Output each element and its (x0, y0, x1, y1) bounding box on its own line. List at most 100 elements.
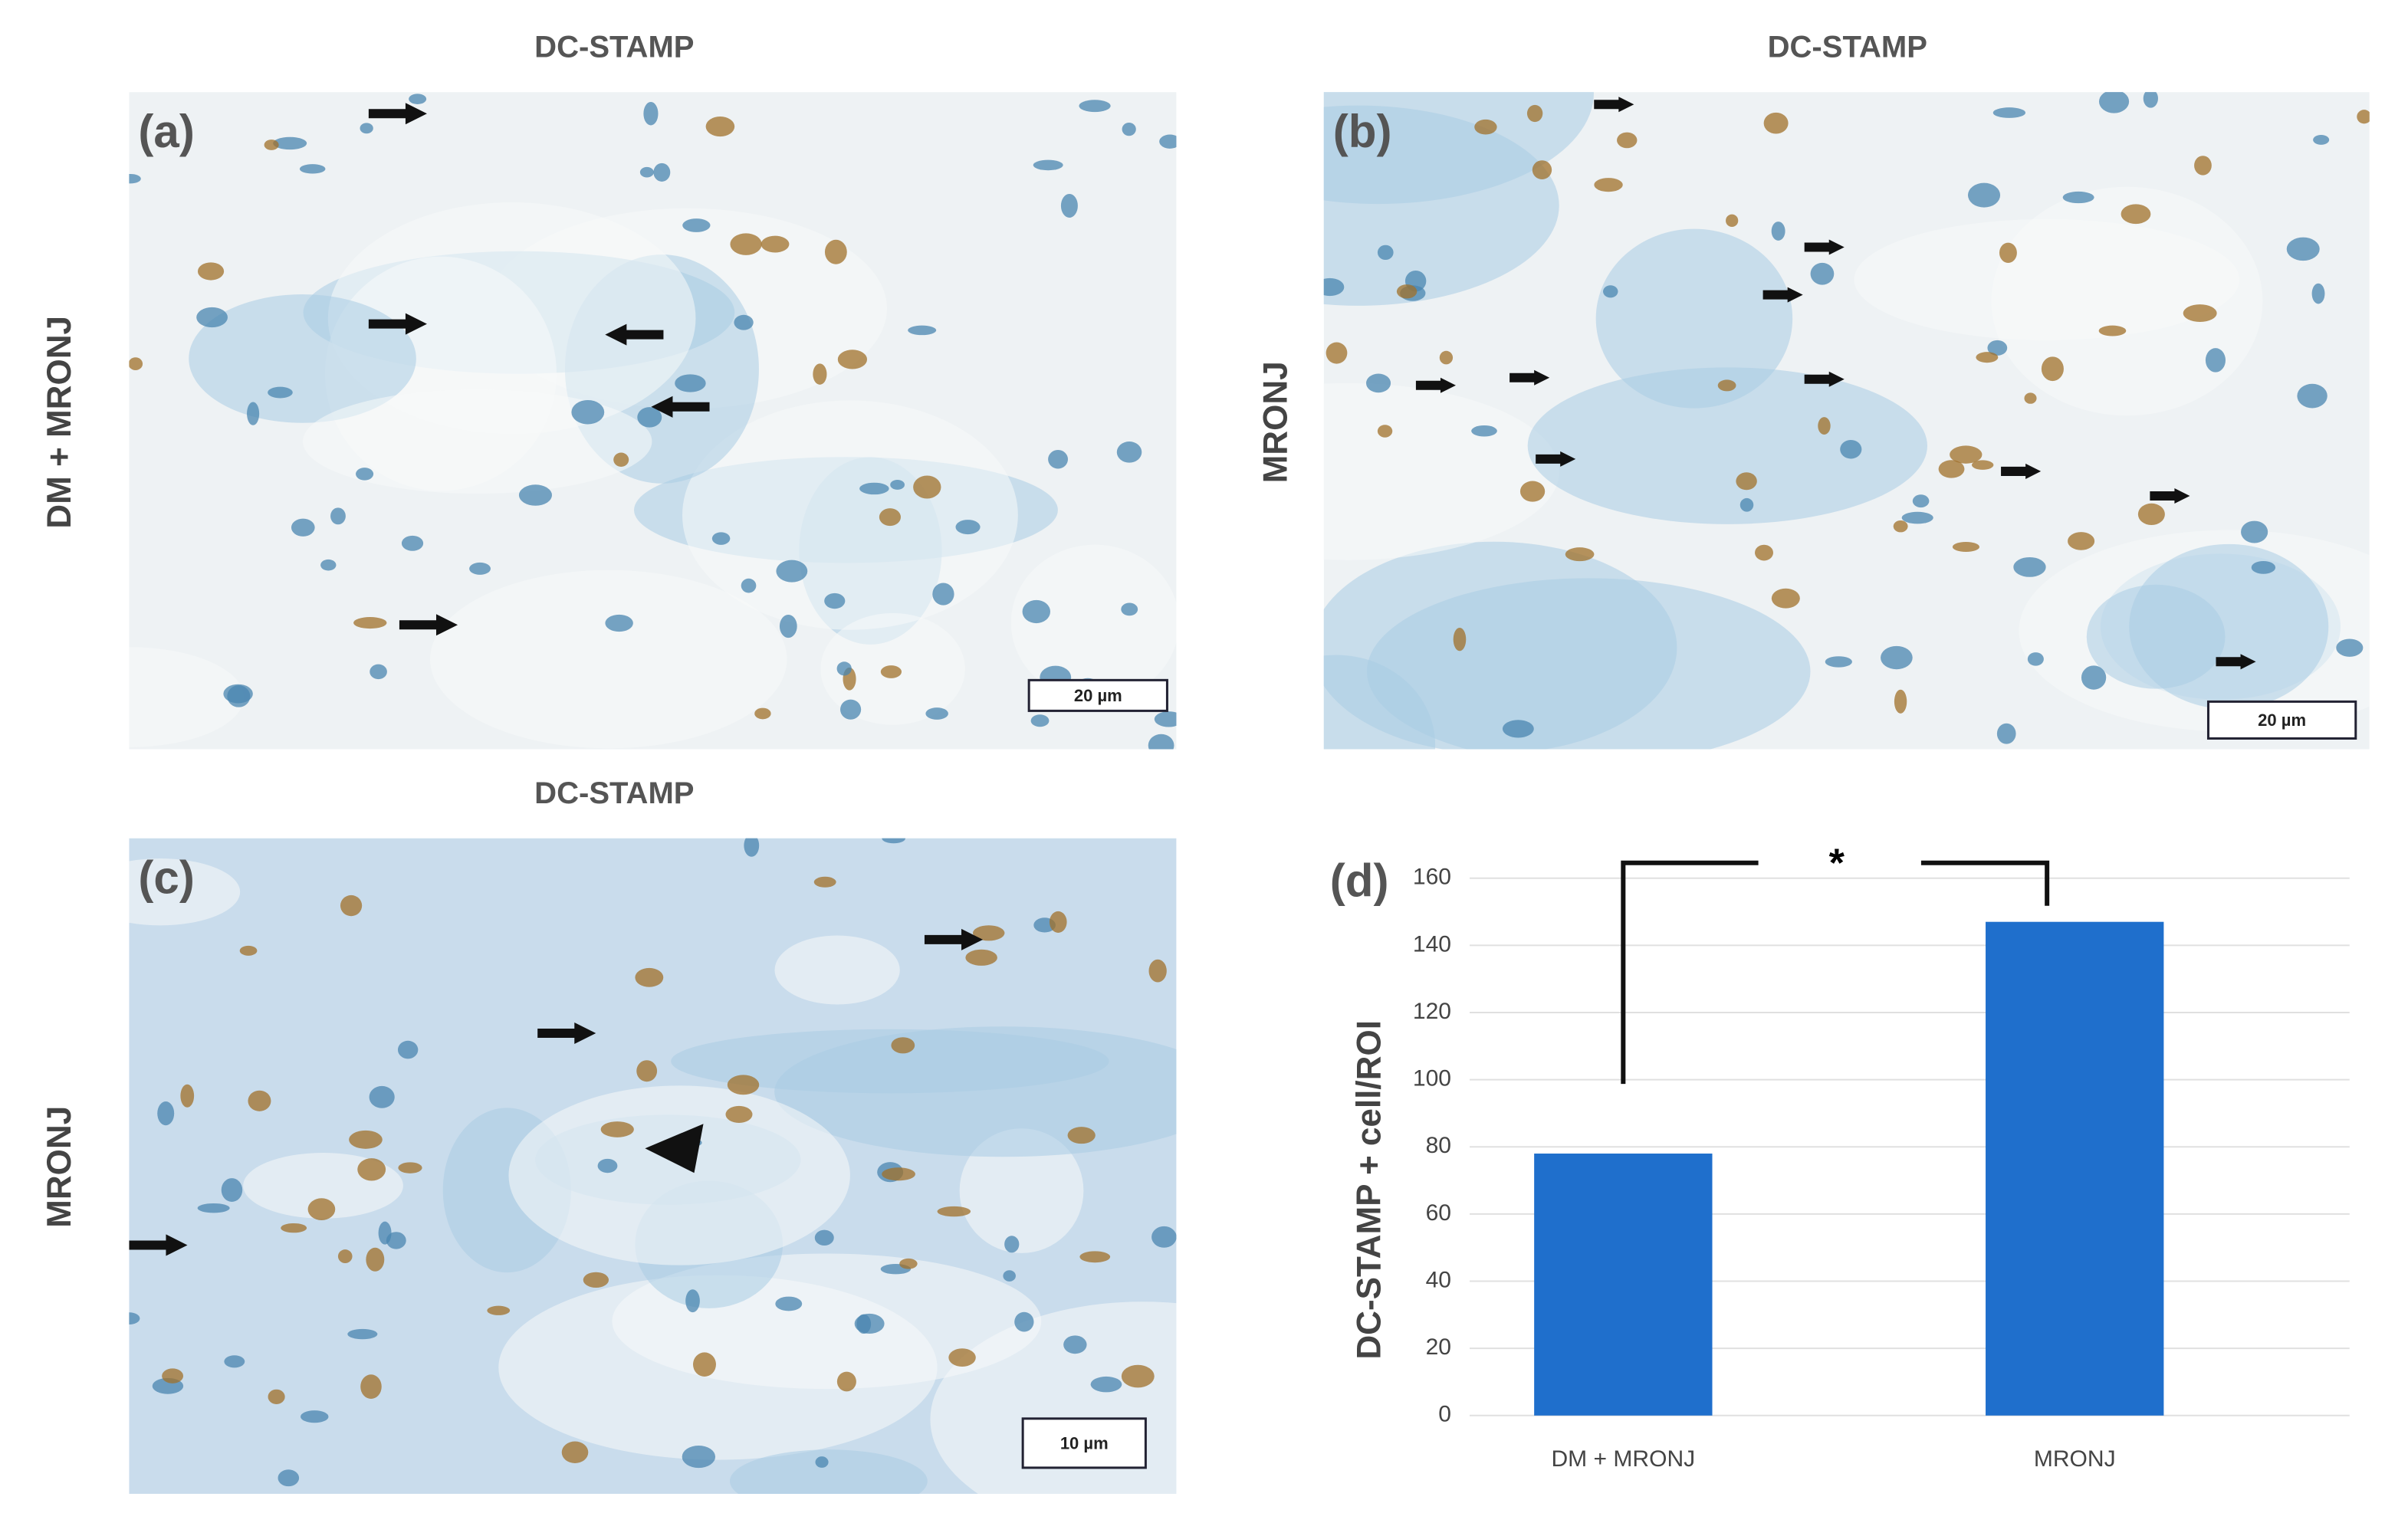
tissue (1323, 382, 1559, 560)
scale-bar (1027, 678, 1168, 712)
y-tick-label: 40 (1426, 1267, 1451, 1292)
nucleus (705, 117, 735, 137)
nucleus (775, 1296, 803, 1311)
nucleus (908, 325, 937, 336)
nucleus (1122, 122, 1136, 136)
nucleus (247, 402, 260, 425)
nucleus (1377, 245, 1394, 261)
arrow (1804, 239, 1845, 255)
nucleus (682, 218, 711, 232)
nucleus (692, 1352, 716, 1377)
arrow (1415, 377, 1456, 393)
arrow (1762, 287, 1803, 303)
nucleus (955, 520, 981, 535)
nucleus (1033, 159, 1063, 171)
nucleus (1999, 242, 2017, 263)
nucleus (330, 507, 346, 525)
nucleus (1717, 379, 1736, 392)
nucleus (409, 94, 427, 104)
y-tick-label: 0 (1438, 1402, 1451, 1427)
nucleus (890, 479, 905, 490)
panel-title: DC-STAMP (1768, 31, 1927, 64)
nucleus (248, 1090, 271, 1111)
nucleus (1950, 445, 1983, 464)
y-tick-label: 120 (1413, 999, 1451, 1024)
row-label: MRONJ (1257, 361, 1294, 483)
x-tick-label: DM + MRONJ (1551, 1446, 1695, 1472)
nucleus (882, 838, 906, 844)
micrograph: 20 µm (1323, 92, 2370, 750)
nucleus (1810, 262, 1835, 285)
nucleus (2081, 665, 2107, 690)
nucleus (2062, 191, 2094, 204)
arrow (129, 1234, 188, 1256)
nucleus (2313, 135, 2330, 145)
panel-label: (b) (1333, 106, 1392, 157)
nucleus (682, 1446, 716, 1469)
nucleus (301, 1410, 329, 1423)
scale-bar (1021, 1417, 1147, 1469)
nucleus (349, 1130, 383, 1149)
panel-label: (a) (138, 106, 194, 157)
nucleus (761, 235, 790, 253)
nucleus (1992, 107, 2026, 118)
nucleus (264, 139, 279, 150)
nucleus (1366, 373, 1391, 393)
nucleus (1377, 425, 1393, 438)
nucleus (675, 374, 706, 392)
arrow (2001, 463, 2042, 479)
nucleus (370, 664, 387, 680)
nucleus (197, 1203, 230, 1213)
nucleus (891, 1037, 915, 1054)
nucleus (1502, 720, 1534, 738)
tissue (1010, 544, 1177, 701)
nucleus (307, 1198, 336, 1220)
nucleus (1079, 100, 1111, 113)
row-label: DM + MRONJ (41, 316, 78, 529)
nucleus (583, 1272, 609, 1288)
nucleus (360, 1374, 382, 1399)
tissue (129, 858, 241, 926)
nucleus (879, 508, 901, 527)
tissue (730, 1449, 928, 1494)
nucleus (397, 1040, 419, 1059)
nucleus (859, 482, 889, 495)
nucleus (469, 562, 491, 575)
nucleus (1825, 656, 1852, 668)
nucleus (925, 707, 948, 720)
nucleus (1526, 104, 1543, 123)
nucleus (353, 617, 387, 629)
nucleus (882, 1167, 915, 1181)
nucleus (1439, 350, 1454, 365)
nucleus (776, 560, 808, 583)
nucleus (824, 239, 847, 264)
nucleus (2098, 92, 2130, 113)
nucleus (613, 452, 629, 468)
micrograph: 20 µm (129, 92, 1177, 750)
nucleus (1148, 959, 1167, 983)
nucleus (1116, 441, 1142, 463)
nucleus (398, 1162, 422, 1173)
y-tick-label: 80 (1426, 1133, 1451, 1158)
tissue (189, 294, 416, 423)
nucleus (2297, 383, 2328, 409)
nucleus (779, 614, 797, 638)
nucleus (1739, 497, 1754, 512)
nucleus (813, 876, 836, 888)
nucleus (854, 1313, 885, 1334)
nucleus (1894, 689, 1907, 714)
nucleus (600, 1121, 634, 1137)
nucleus (369, 1085, 395, 1108)
arrow (605, 323, 664, 346)
nucleus (1726, 214, 1739, 228)
nucleus (639, 166, 654, 178)
nucleus (320, 559, 337, 571)
nucleus (1763, 112, 1789, 134)
nucleus (824, 592, 846, 609)
nucleus (1996, 723, 2016, 744)
nucleus (1396, 284, 1418, 299)
nucleus (932, 583, 954, 606)
nucleus (1736, 472, 1757, 491)
nucleus (1121, 1364, 1155, 1388)
